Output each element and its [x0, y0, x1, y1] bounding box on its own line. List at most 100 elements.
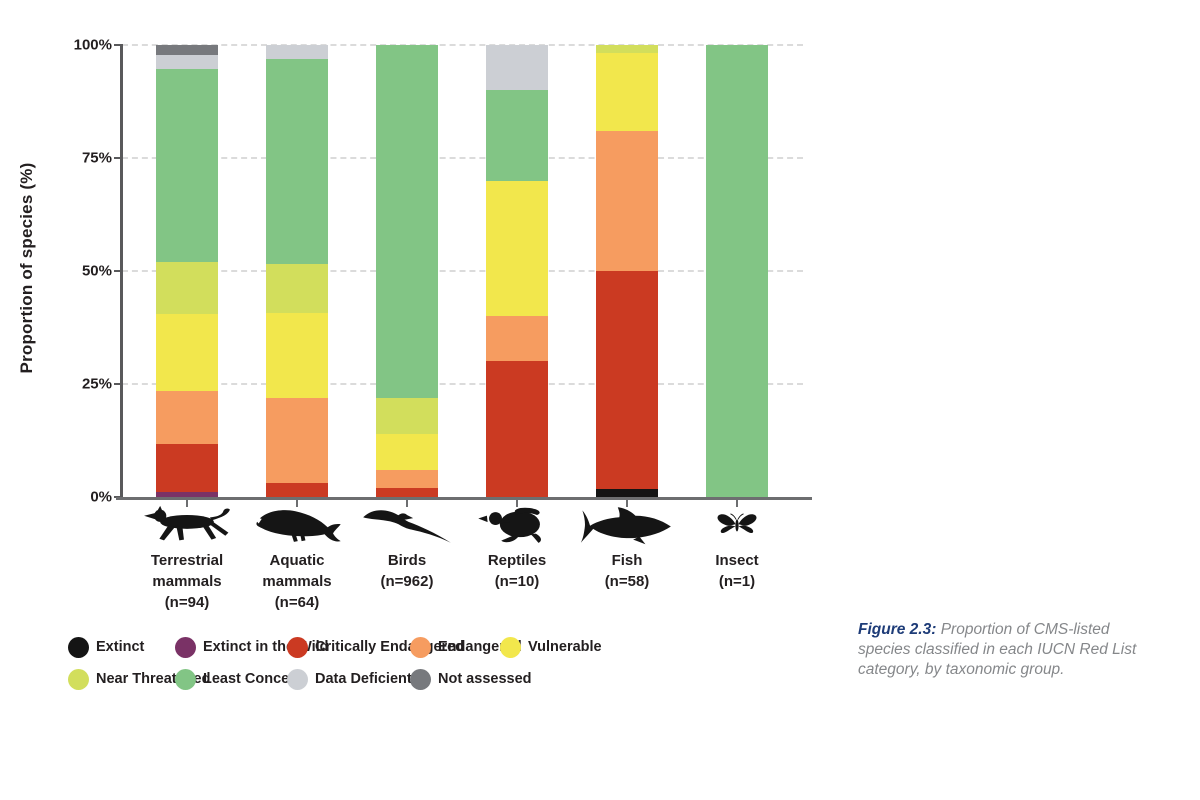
legend-swatch-not_assessed — [410, 668, 431, 690]
segment-insect-least_concern — [706, 45, 768, 497]
x-axis-tick-reptiles — [516, 500, 518, 507]
bar-insect — [706, 45, 768, 497]
legend-label-extinct: Extinct — [96, 639, 145, 655]
caption-lead: Figure 2.3: — [858, 621, 937, 638]
segment-terrestrial-mammals-vulnerable — [156, 314, 218, 392]
whale-icon — [249, 503, 345, 547]
segment-aquatic-mammals-vulnerable — [266, 313, 328, 399]
y-axis-label-0: 0% — [90, 488, 112, 506]
segment-reptiles-critically_endangered — [486, 361, 548, 497]
segment-aquatic-mammals-data_deficient — [266, 45, 328, 60]
segment-reptiles-endangered — [486, 316, 548, 362]
butterfly-icon — [689, 503, 785, 547]
group-name-fish: Fish — [611, 552, 643, 569]
segment-reptiles-data_deficient — [486, 45, 548, 91]
group-label-reptiles: Reptiles (n=10) — [459, 550, 575, 592]
legend-item-data_deficient: Data Deficient — [287, 668, 412, 690]
bar-reptiles — [486, 45, 548, 497]
group-name-terrestrial-mammals: Terrestrial mammals — [150, 552, 224, 590]
x-axis-tick-birds — [406, 500, 408, 507]
legend-label-least_concern: Least Concern — [203, 671, 304, 687]
y-axis-label-100: 100% — [73, 36, 112, 54]
cheetah-icon — [139, 503, 235, 547]
bar-fish — [596, 45, 658, 497]
segment-terrestrial-mammals-extinct_in_the_wild — [156, 492, 218, 497]
legend-label-not_assessed: Not assessed — [438, 671, 532, 687]
x-axis-tick-fish — [626, 500, 628, 507]
group-label-aquatic-mammals: Aquatic mammals (n=64) — [239, 550, 355, 613]
segment-aquatic-mammals-critically_endangered — [266, 483, 328, 497]
legend-item-extinct: Extinct — [68, 636, 144, 658]
segment-terrestrial-mammals-critically_endangered — [156, 444, 218, 493]
legend-swatch-endangered — [410, 636, 431, 658]
legend-swatch-critically_endangered — [287, 636, 308, 658]
y-axis-tick-75 — [114, 157, 121, 159]
legend-label-data_deficient: Data Deficient — [315, 671, 412, 687]
y-axis-title: Proportion of species (%) — [17, 162, 36, 374]
legend-swatch-extinct_in_the_wild — [175, 636, 196, 658]
caption-text: Proportion of CMS-listed species classif… — [858, 621, 1137, 678]
x-axis-tick-aquatic-mammals — [296, 500, 298, 507]
segment-terrestrial-mammals-near_threatened — [156, 261, 218, 315]
segment-birds-vulnerable — [376, 433, 438, 470]
legend-swatch-vulnerable — [500, 636, 521, 658]
segment-terrestrial-mammals-endangered — [156, 391, 218, 445]
legend-swatch-least_concern — [175, 668, 196, 690]
shark-icon — [579, 503, 675, 547]
group-label-terrestrial-mammals: Terrestrial mammals (n=94) — [129, 550, 245, 613]
group-name-birds: Birds — [387, 552, 427, 569]
segment-terrestrial-mammals-data_deficient — [156, 54, 218, 69]
group-name-reptiles: Reptiles — [487, 552, 547, 569]
y-axis-label-50: 50% — [81, 262, 112, 280]
group-label-insect: Insect (n=1) — [679, 550, 795, 592]
legend-item-least_concern: Least Concern — [175, 668, 304, 690]
x-axis-tick-insect — [736, 500, 738, 507]
group-n-aquatic-mammals: (n=64) — [274, 594, 320, 611]
y-axis-tick-50 — [114, 270, 121, 272]
bar-aquatic-mammals — [266, 45, 328, 497]
legend-swatch-extinct — [68, 636, 89, 658]
gridline-75 — [122, 157, 803, 159]
group-label-birds: Birds (n=962) — [349, 550, 465, 592]
segment-reptiles-vulnerable — [486, 180, 548, 317]
group-name-aquatic-mammals: Aquatic mammals — [262, 552, 332, 590]
segment-fish-vulnerable — [596, 52, 658, 131]
x-axis-line — [116, 497, 812, 500]
group-name-insect: Insect — [715, 552, 759, 569]
x-axis-tick-terrestrial-mammals — [186, 500, 188, 507]
group-n-fish: (n=58) — [604, 573, 650, 590]
bar-birds — [376, 45, 438, 497]
gridline-100 — [122, 44, 803, 46]
segment-birds-endangered — [376, 469, 438, 488]
legend-item-not_assessed: Not assessed — [410, 668, 532, 690]
segment-terrestrial-mammals-not_assessed — [156, 45, 218, 55]
legend-swatch-near_threatened — [68, 668, 89, 690]
gridline-25 — [122, 383, 803, 385]
group-n-insect: (n=1) — [718, 573, 756, 590]
segment-aquatic-mammals-endangered — [266, 398, 328, 483]
y-axis-tick-25 — [114, 383, 121, 385]
group-n-terrestrial-mammals: (n=94) — [164, 594, 210, 611]
segment-reptiles-least_concern — [486, 90, 548, 181]
legend-item-vulnerable: Vulnerable — [500, 636, 602, 658]
turtle-icon — [469, 503, 565, 547]
segment-terrestrial-mammals-least_concern — [156, 69, 218, 262]
segment-fish-endangered — [596, 130, 658, 272]
segment-fish-near_threatened — [596, 45, 658, 53]
group-n-reptiles: (n=10) — [494, 573, 540, 590]
y-axis-label-75: 75% — [81, 149, 112, 167]
segment-birds-near_threatened — [376, 397, 438, 434]
legend-label-vulnerable: Vulnerable — [528, 639, 602, 655]
segment-fish-extinct — [596, 489, 658, 497]
group-label-fish: Fish (n=58) — [569, 550, 685, 592]
y-axis-line — [120, 44, 123, 499]
figure-caption: Figure 2.3: Proportion of CMS-listed spe… — [858, 620, 1158, 680]
segment-aquatic-mammals-near_threatened — [266, 263, 328, 314]
legend-swatch-data_deficient — [287, 668, 308, 690]
albatross-icon — [359, 503, 455, 547]
gridline-50 — [122, 270, 803, 272]
segment-birds-least_concern — [376, 45, 438, 398]
segment-fish-critically_endangered — [596, 271, 658, 490]
